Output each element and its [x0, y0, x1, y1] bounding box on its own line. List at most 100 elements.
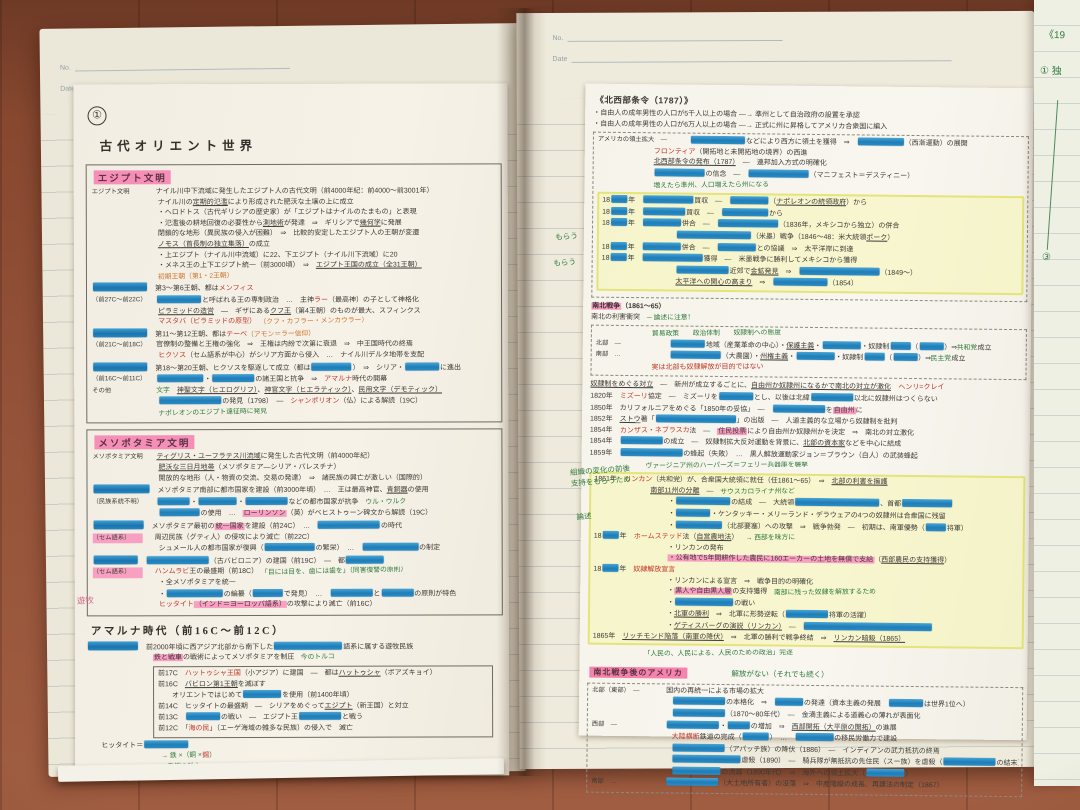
printed-text: ・奴隷制 [861, 343, 890, 351]
blue-redaction-mark [796, 352, 835, 361]
blue-redaction-mark [198, 496, 237, 505]
underlined-text: 西部農民の支持獲得 [881, 557, 945, 565]
printed-text: の結末） [996, 760, 1019, 768]
blue-redaction-mark [157, 374, 204, 383]
green-handwriting: → 西部を味方に [738, 534, 795, 542]
blue-redaction-mark [675, 508, 711, 517]
printed-text: の諸王国と抗争 ⇒ [255, 375, 325, 384]
printed-text: ・自由人の成年男性の人口が6万人以上の場合 ―→ 正式に州に昇格してアメリカ合衆… [593, 120, 888, 131]
blue-redaction-mark [672, 708, 725, 717]
printed-text: 併合 — [681, 244, 717, 252]
north-south-table-box: 貿易政策 政治体制 奴隷制への態度 北部 — 地域（産業革命の中心）・保護主義・ ・奴… [590, 324, 1027, 381]
printed-text: 前13C [158, 714, 185, 722]
note-line: 第11～第12王朝、都はテーベ（アモン＝ラー信仰） [92, 327, 497, 341]
pink-highlight-text: 南北戦争 [591, 302, 622, 310]
blue-redaction-mark [252, 588, 283, 597]
underlined-text: 太平洋への関心の高まり [675, 278, 753, 287]
printed-text: 第11～第12王朝、都は [148, 330, 227, 338]
blue-redaction-mark [144, 739, 189, 748]
green-handwriting: ─ 論述に注意！ [640, 313, 695, 322]
green-handwriting: ナポレオンのエジプト遠征時に発見 [158, 407, 268, 418]
underlined-text: ストウ [619, 416, 641, 424]
underlined-text: ピラミッドの造営 [158, 307, 215, 315]
underlined-text: 南部11州の分離 [650, 487, 700, 495]
printed-text: とし、以後は北緯 [753, 394, 810, 402]
blue-redaction-label [93, 361, 148, 371]
printed-text: （大農園）・ [721, 353, 761, 361]
printed-text: （メソポタミア―シリア・パレスチナ） [214, 463, 341, 472]
printed-text: 、首都 [880, 501, 902, 509]
note-line: ・ の編纂（ で発見） … と の原則が特色 [93, 588, 498, 601]
underlined-text: 民用文字（デモティック） [358, 386, 443, 394]
printed-text: により形成された肥沃な土壌の上に成立 [227, 198, 354, 206]
printed-text: を使用（前1400年頃） [282, 691, 354, 700]
orange-handwriting: （アモン＝ラー信仰） [247, 329, 316, 339]
printed-text: 年 [627, 220, 642, 228]
margin-handwriting: もらう [555, 231, 579, 242]
margin-handwriting: 遊牧 [76, 594, 95, 606]
underlined-text: 北西部条令の発布（1787） [653, 158, 736, 167]
printed-text: 年 [627, 243, 642, 251]
blue-redaction-mark [742, 732, 769, 741]
printed-text: の増加 ⇒ [750, 722, 792, 731]
hittite-chronology-lines: 前17C ハットゥシャ王国（小アジア）に建国 — 都はハットゥシャ（ボアズキョイ… [158, 668, 488, 734]
printed-text: ナイル川の [157, 198, 193, 206]
printed-text: （共和党）が、合衆国大統領に就任（任1861～65） ⇒ [651, 476, 832, 486]
printed-text: ・ [719, 722, 727, 730]
row-label: メソポタミア文明 [92, 453, 143, 461]
printed-text: （1870～80年代） — 金満主義による道義心の薄れが表面化 [725, 710, 921, 720]
blue-redaction-label [93, 555, 138, 565]
printed-text: （セム語系が中心）がシリア方面から侵入 … ナイル川デルタ地帯を支配 [186, 351, 425, 360]
blue-redaction-mark [264, 543, 315, 552]
underlined-text: 神官文字（ヒエラティック） [264, 386, 352, 394]
row-label: 北部（東部） — [592, 686, 640, 694]
printed-text: 18 [601, 254, 610, 262]
printed-text: （第4王朝）のものが最大、スフィンクス [291, 307, 421, 315]
blue-redaction-mark [721, 207, 769, 217]
blue-redaction-label [93, 484, 150, 494]
note-line: 前12C 「海の民」（エーゲ海域の雑多な民族）の侵入で 滅亡 [158, 723, 488, 734]
printed-text: の攻撃により滅亡（前16C） [286, 600, 377, 609]
blue-redaction-mark [773, 277, 828, 287]
printed-text: 1854年 [589, 426, 620, 434]
blue-redaction-mark [670, 339, 705, 348]
blue-redaction-mark [795, 732, 834, 742]
blue-redaction-mark [717, 219, 778, 228]
printed-text: （ [911, 343, 919, 351]
printed-text: （1836年，メキシコから独立）の併合 [778, 221, 900, 231]
blue-redaction-mark [690, 135, 745, 145]
blue-redaction-mark [673, 696, 726, 706]
pink-highlight-text: 黒人や自由黒人層 [674, 587, 733, 596]
printed-text: （北部要塞）への攻撃 ⇒ 戦争勃発 — 初期は、南軍優勢（ [722, 522, 925, 532]
printed-text: 官僚制の整備と王権の強化 ⇒ 王権は内紛で次第に衰退 ⇒ 中王国時代の終焉 [156, 340, 413, 349]
green-handwriting: 今のトルコ [294, 653, 336, 662]
underlined-text: 金鉱発見 [750, 268, 779, 276]
red-pen-text: テーベ [226, 330, 248, 338]
printed-text: （大土地所有者）の没落 ⇒ 中産階級の成長、再建法の制定（1867） [719, 780, 944, 790]
post-war-margin-note: 解放がない（それでも続く） [731, 668, 829, 679]
green-handwriting: 「目には目を、歯には歯を」（同害復讐の原則） [258, 566, 408, 577]
printed-text: は世界1位へ） [923, 701, 970, 709]
left-sheet-title: 古代オリエント世界 [99, 138, 258, 154]
right-study-sheet: 《北西部条令（1787）》 ・自由人の成年男性の人口が5千人以上の場合 ―→ 準… [578, 83, 1034, 798]
printed-text: の戦い — エジプト王 [220, 714, 298, 722]
blue-redaction-mark [890, 341, 911, 350]
underlined-text: リッチモンド陥落（南軍の降伏） [622, 632, 724, 641]
printed-text: を [825, 406, 833, 414]
row-label: エジプト文明 [91, 188, 130, 196]
printed-text: ・ [667, 510, 676, 518]
blue-redaction-label [87, 641, 138, 651]
printed-text: と呼ばれる王の専制政治 … 主神 [202, 296, 315, 305]
row-label: （前21C～前18C） [92, 341, 147, 349]
printed-text: の使用 [407, 486, 429, 494]
note-line: 鉄と戦車の戦術によってメソポタミアを制圧 今のトルコ [87, 653, 503, 665]
note-line: メソポタミア南部に都市国家を建設（前3000年頃） … 王は最高神官、青銅器の使… [93, 484, 498, 498]
pink-highlight-text: 住民投票 [717, 427, 748, 436]
civil-war-lines: 1861年 リンカン（共和党）が、合衆国大統領に就任（任1861～65） ⇒ 北… [593, 475, 1021, 646]
printed-text: — 連邦加入方式の明確化 [735, 159, 827, 168]
printed-text: が発達 ⇒ ギリシアで [283, 219, 360, 227]
printed-text: 前16C [158, 680, 185, 688]
green-handwriting: ） [208, 752, 216, 760]
red-pen-text: 海の民 [188, 725, 210, 733]
